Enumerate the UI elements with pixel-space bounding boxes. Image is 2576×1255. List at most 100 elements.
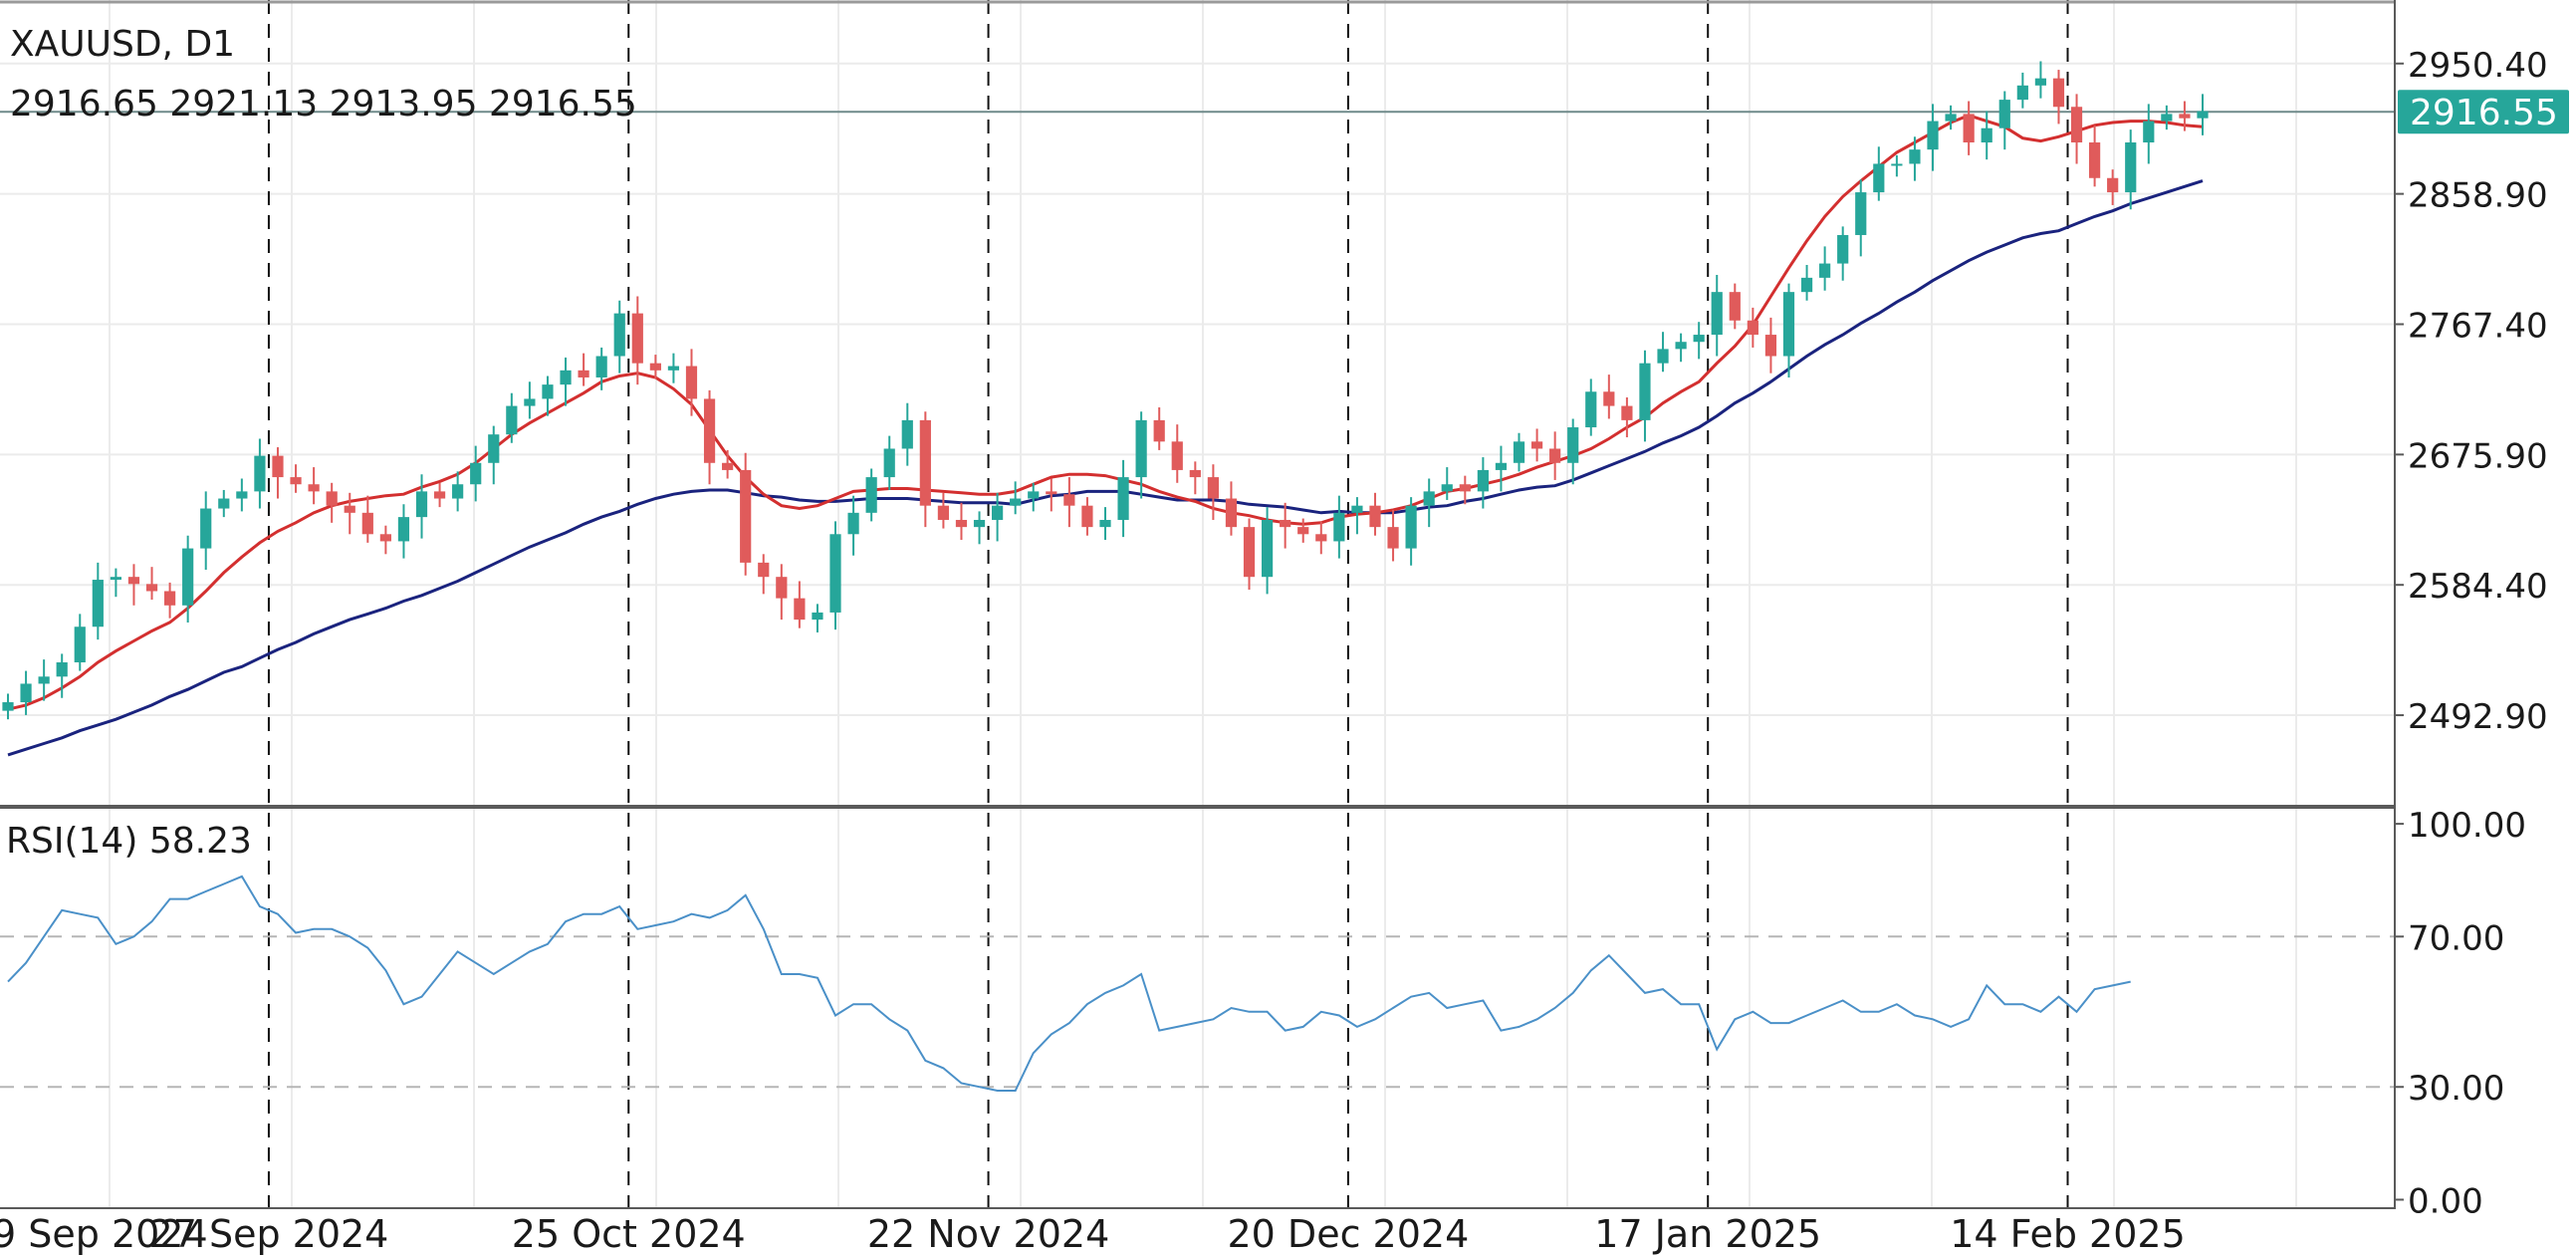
candle-bear	[1280, 519, 1291, 528]
candle-bull	[488, 434, 500, 463]
candle-bear	[937, 505, 950, 520]
candle-bull	[200, 508, 212, 549]
candle-bull	[595, 356, 607, 377]
candle-bull	[542, 384, 554, 399]
rsi-tick-label: 0.00	[2408, 1181, 2483, 1221]
candle-bull	[236, 491, 248, 499]
candle-bull	[865, 477, 877, 513]
candle-bull	[1351, 505, 1363, 513]
candle-bull	[397, 517, 410, 542]
candle-bear	[631, 313, 643, 364]
candle-bull	[973, 519, 986, 528]
candle-bear	[578, 370, 589, 377]
date-tick-label: 9 Sep 2024	[0, 1212, 208, 1255]
candle-bull	[38, 676, 50, 684]
candle-bull	[2197, 111, 2209, 119]
candle-bull	[667, 366, 680, 371]
candle-bear	[1747, 320, 1758, 336]
candle-bull	[2125, 142, 2137, 193]
candle-bear	[1081, 505, 1093, 528]
candle-bear	[344, 505, 355, 513]
grid-layer	[0, 0, 2395, 1207]
candle-bull	[1405, 505, 1417, 549]
candle-bear	[163, 591, 176, 606]
candle-bull	[1837, 234, 1849, 264]
candle-bull	[1513, 441, 1525, 463]
price-tick-label: 2858.90	[2408, 176, 2548, 216]
candle-bull	[1927, 121, 1939, 150]
candle-bull	[812, 612, 823, 621]
date-tick-label: 17 Jan 2025	[1594, 1212, 1821, 1255]
candle-bull	[254, 455, 266, 492]
candle-bull	[992, 505, 1004, 520]
candle-bull	[901, 419, 913, 449]
candle-bull	[1693, 335, 1705, 343]
candle-bull	[1135, 419, 1147, 478]
candle-bull	[1909, 149, 1921, 164]
candle-bull	[1800, 277, 1813, 293]
candle-bull	[218, 498, 230, 509]
rsi-tick-label: 30.00	[2408, 1069, 2504, 1109]
date-tick-label: 25 Oct 2024	[512, 1212, 746, 1255]
candle-bear	[758, 562, 770, 578]
price-tick-label: 2675.90	[2408, 436, 2548, 476]
candle-bear	[1963, 114, 1975, 143]
candle-bull	[1782, 292, 1795, 357]
candle-bear	[703, 398, 716, 463]
rsi-levels	[0, 935, 2395, 1089]
candle-bear	[776, 577, 788, 599]
current-price-tag	[2398, 90, 2569, 134]
candle-bull	[1495, 462, 1508, 470]
candle-bull	[883, 448, 895, 478]
candle-bull	[2143, 121, 2155, 143]
candle-bear	[1530, 441, 1543, 449]
candle-bear	[2070, 107, 2083, 143]
price-tick-label: 2767.40	[2408, 306, 2548, 346]
date-tick-label: 27 Sep 2024	[149, 1212, 389, 1255]
candle-bear	[1729, 292, 1741, 321]
candle-bear	[1297, 527, 1309, 535]
candle-bull	[1028, 491, 1040, 499]
candle-bear	[740, 469, 752, 563]
candle-bull	[613, 313, 625, 357]
candle-bear	[685, 366, 698, 399]
candle-bull	[1855, 192, 1867, 235]
ma-20-line	[7, 114, 2204, 711]
candle-bear	[2052, 78, 2065, 108]
candle-bear	[955, 519, 968, 528]
candle-bull	[1423, 491, 1435, 506]
ma-50-line	[7, 179, 2204, 757]
candle-bull	[1675, 342, 1687, 350]
candle-bear	[379, 534, 391, 542]
candle-bull	[110, 577, 121, 581]
candle-bull	[506, 405, 518, 435]
candle-bull	[1945, 114, 1957, 122]
candle-bull	[560, 370, 572, 385]
candle-bear	[1171, 441, 1183, 470]
candle-bear	[145, 584, 158, 592]
date-tick-label: 14 Feb 2025	[1950, 1212, 2186, 1255]
candlestick-series	[2, 61, 2209, 720]
candle-bull	[847, 512, 859, 535]
candle-bear	[2179, 114, 2191, 119]
candle-bear	[1459, 484, 1471, 492]
candle-bear	[1243, 527, 1256, 578]
candle-bear	[2089, 142, 2101, 178]
candle-bull	[1657, 349, 1669, 364]
candle-bull	[829, 534, 841, 613]
candle-bear	[326, 491, 338, 506]
symbol-title: XAUUSD, D1	[10, 24, 235, 65]
candle-bear	[1549, 448, 1561, 463]
candle-bear	[290, 477, 302, 485]
current-price-tag-label: 2916.55	[2410, 93, 2558, 133]
date-tick-label: 20 Dec 2024	[1228, 1212, 1470, 1255]
candle-bull	[1441, 484, 1453, 492]
rsi-axis: 100.00 70.00 30.00 0.00	[2395, 806, 2526, 1221]
candle-bull	[1099, 519, 1111, 528]
candle-bear	[1387, 527, 1399, 549]
candle-bull	[470, 462, 482, 485]
rsi-line	[7, 875, 2131, 1092]
candle-bull	[1891, 163, 1903, 166]
candle-bull	[1117, 477, 1129, 520]
